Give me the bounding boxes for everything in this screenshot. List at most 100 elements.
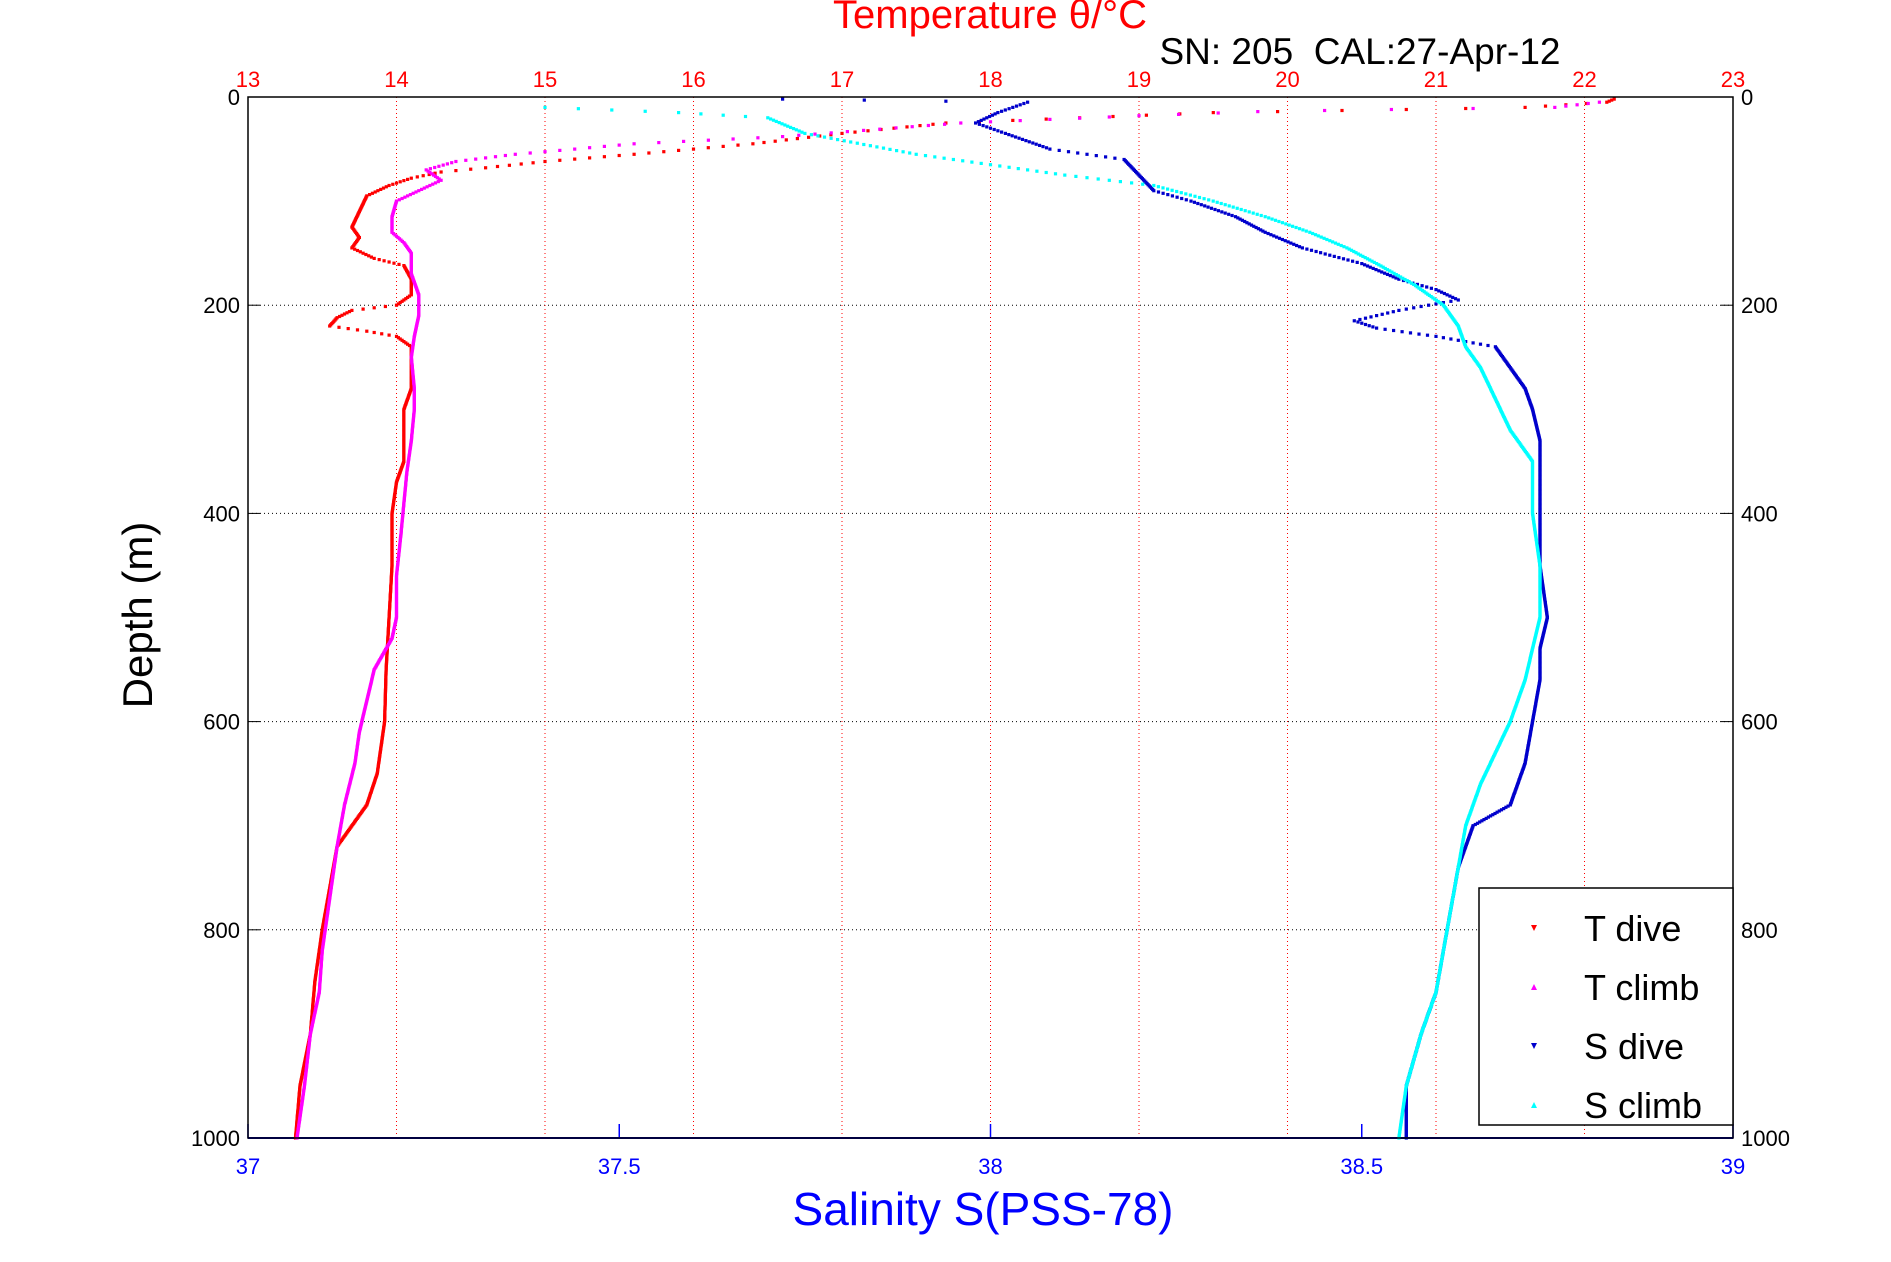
data-point <box>677 111 681 115</box>
data-point <box>430 172 434 176</box>
data-point <box>862 128 866 132</box>
data-point <box>345 311 349 315</box>
data-point <box>383 304 387 309</box>
data-point <box>1434 288 1438 292</box>
data-point <box>1440 302 1444 306</box>
data-point <box>379 187 383 191</box>
data-point <box>358 250 362 254</box>
data-point <box>1419 287 1423 291</box>
data-point <box>384 185 388 189</box>
data-point <box>1449 337 1453 341</box>
data-point <box>970 160 974 164</box>
data-point <box>794 128 798 132</box>
data-point <box>1216 111 1220 115</box>
data-point <box>1543 104 1548 108</box>
data-point <box>1495 810 1499 814</box>
data-point <box>1202 197 1206 201</box>
data-point <box>866 129 870 133</box>
data-point <box>1431 296 1435 300</box>
data-point <box>437 177 441 181</box>
data-point <box>1480 819 1484 823</box>
depth-tick-label-right: 0 <box>1741 85 1753 110</box>
series-s-dive <box>781 97 1549 1140</box>
data-point <box>402 298 406 302</box>
data-point <box>1048 147 1052 151</box>
data-point <box>1564 104 1568 108</box>
data-point <box>1471 106 1475 111</box>
data-point <box>433 181 438 185</box>
data-point <box>780 122 784 126</box>
data-point <box>469 167 473 171</box>
data-point <box>1111 114 1115 119</box>
data-point <box>432 173 436 177</box>
data-point <box>1493 811 1497 816</box>
data-point <box>721 113 725 117</box>
data-point <box>1031 141 1035 145</box>
data-point <box>372 330 376 335</box>
data-point <box>1180 196 1184 201</box>
data-point <box>398 337 402 341</box>
data-point <box>1337 256 1341 260</box>
data-point <box>1003 131 1007 135</box>
data-point <box>426 169 430 173</box>
data-point <box>1372 260 1376 264</box>
temperature-tick-label: 19 <box>1127 67 1151 92</box>
data-point <box>1240 218 1244 222</box>
data-point <box>1223 211 1227 215</box>
data-point <box>1401 276 1405 280</box>
data-point <box>1044 146 1049 150</box>
data-point <box>892 126 896 130</box>
tick-labels: 0 0 200 200 400 400 600 600 800 800 1000 1000 13 14 15… <box>191 67 1790 1179</box>
data-point <box>1197 195 1202 200</box>
data-point <box>1209 206 1214 210</box>
data-point <box>424 168 428 172</box>
data-point <box>1489 814 1493 818</box>
data-point <box>1243 219 1247 224</box>
data-point <box>433 174 438 178</box>
data-point <box>1331 240 1335 244</box>
data-point <box>531 161 535 165</box>
data-point <box>1107 115 1111 119</box>
data-point <box>400 338 404 342</box>
data-point <box>1405 279 1409 283</box>
temperature-tick-label: 22 <box>1572 67 1596 92</box>
data-point <box>1397 277 1401 281</box>
data-point <box>1207 198 1211 202</box>
data-point <box>1386 311 1390 315</box>
data-point <box>1227 212 1231 216</box>
data-point <box>1427 303 1431 307</box>
data-point <box>1368 258 1372 262</box>
data-point <box>1349 248 1354 252</box>
data-point <box>400 196 404 201</box>
data-point <box>1392 328 1396 333</box>
data-point <box>1412 282 1416 286</box>
data-point <box>951 157 955 162</box>
data-point <box>1016 167 1020 171</box>
data-point <box>1388 274 1392 278</box>
data-point <box>1094 154 1098 158</box>
data-point <box>1383 271 1387 275</box>
data-point <box>1399 275 1403 279</box>
data-point <box>394 303 399 307</box>
data-point <box>403 195 407 199</box>
data-point <box>1251 211 1255 215</box>
data-point <box>417 189 421 193</box>
data-point <box>1063 173 1067 177</box>
data-point <box>435 176 439 180</box>
data-point <box>441 163 445 167</box>
data-point <box>1370 259 1374 263</box>
data-point <box>1506 804 1510 808</box>
data-point <box>1358 317 1362 322</box>
data-point <box>1359 253 1363 257</box>
data-point <box>699 112 703 116</box>
data-points <box>293 97 1616 1140</box>
data-point <box>1340 108 1344 113</box>
data-point <box>803 131 807 135</box>
data-point <box>617 143 621 147</box>
data-point <box>1137 114 1141 118</box>
data-point <box>985 125 989 129</box>
data-point <box>1475 821 1480 825</box>
data-point <box>397 262 401 266</box>
data-point <box>355 328 360 332</box>
